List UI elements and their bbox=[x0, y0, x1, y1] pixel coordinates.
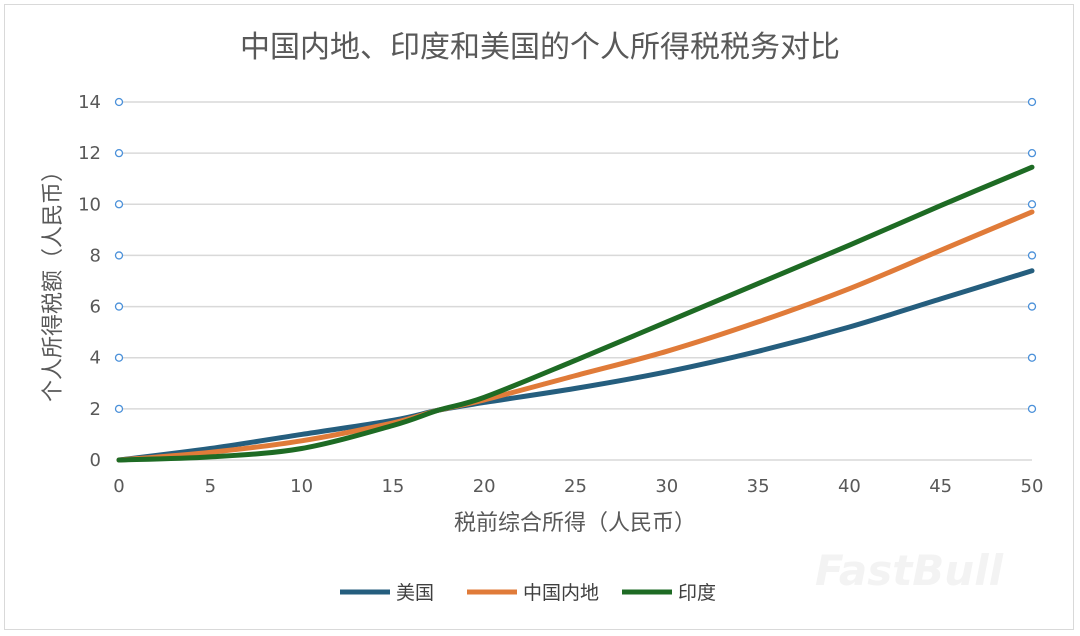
x-tick-label: 40 bbox=[838, 476, 861, 497]
y-tick-label: 6 bbox=[90, 297, 101, 318]
x-tick-label: 30 bbox=[655, 476, 678, 497]
data-handle bbox=[1027, 148, 1037, 158]
y-tick-label: 4 bbox=[90, 348, 101, 369]
chart-frame bbox=[4, 4, 1074, 630]
legend-label: 美国 bbox=[396, 582, 434, 604]
data-handle bbox=[1027, 404, 1037, 414]
y-tick-label: 8 bbox=[90, 245, 101, 266]
x-tick-label: 35 bbox=[747, 476, 770, 497]
x-tick-label: 15 bbox=[381, 476, 404, 497]
y-tick-label: 14 bbox=[78, 92, 101, 113]
data-handle bbox=[114, 353, 124, 362]
data-handle bbox=[1027, 353, 1037, 362]
data-handle bbox=[114, 200, 124, 209]
y-tick-label: 0 bbox=[90, 450, 101, 471]
series-line-中国内地 bbox=[116, 209, 1035, 463]
x-tick-label: 5 bbox=[205, 476, 216, 497]
data-handle bbox=[1027, 251, 1037, 260]
data-handle bbox=[1027, 302, 1037, 311]
x-tick-label: 25 bbox=[564, 476, 587, 497]
watermark-logo: FastBull bbox=[815, 546, 1004, 595]
data-handle bbox=[114, 404, 124, 414]
legend-label: 印度 bbox=[678, 582, 716, 604]
chart-title: 中国内地、印度和美国的个人所得税税务对比 bbox=[240, 30, 840, 65]
y-tick-label: 12 bbox=[78, 143, 101, 164]
series-line-美国 bbox=[116, 268, 1035, 463]
legend-label: 中国内地 bbox=[523, 582, 599, 604]
data-handle bbox=[114, 302, 124, 311]
x-tick-label: 45 bbox=[929, 476, 952, 497]
data-handle bbox=[114, 251, 124, 260]
data-handle bbox=[114, 97, 124, 107]
x-tick-label: 20 bbox=[473, 476, 496, 497]
data-handle bbox=[1027, 200, 1037, 209]
series-line-印度 bbox=[116, 164, 1035, 463]
x-axis-label: 税前综合所得（人民币） bbox=[454, 511, 696, 536]
y-axis-label: 个人所得税额（人民币） bbox=[41, 160, 66, 402]
x-tick-label: 10 bbox=[290, 476, 313, 497]
data-handle bbox=[114, 148, 124, 158]
x-tick-label: 50 bbox=[1021, 476, 1044, 497]
data-handle bbox=[1027, 97, 1037, 107]
x-tick-label: 0 bbox=[113, 476, 124, 497]
y-tick-label: 2 bbox=[90, 399, 101, 420]
y-tick-label: 10 bbox=[78, 194, 101, 215]
